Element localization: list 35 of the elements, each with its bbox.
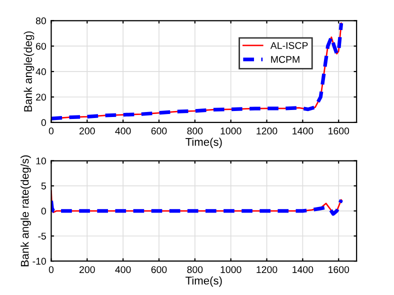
y-tick-label: 40 <box>36 68 46 76</box>
y-tick-label: 80 <box>36 17 46 24</box>
y-tick-label: 5 <box>41 182 46 190</box>
x-tick-label: 200 <box>80 266 95 274</box>
x-tick-label: 200 <box>80 128 95 134</box>
y-tick-label: 60 <box>36 42 46 50</box>
y-tick-label: 10 <box>36 158 46 164</box>
legend-label: AL-ISCP <box>270 42 308 49</box>
x-tick-label: 400 <box>115 266 131 274</box>
x-tick-label: 1200 <box>256 128 278 134</box>
y-tick-label: 20 <box>36 94 46 101</box>
x-tick-label: 1000 <box>220 128 242 134</box>
x-tick-label: 1400 <box>292 128 314 134</box>
x-tick-label: 0 <box>48 266 54 274</box>
x-tick-label: 800 <box>187 266 203 274</box>
y-tick-label: 0 <box>41 119 46 126</box>
x-tick-label: 1600 <box>328 266 350 274</box>
x-axis-title: Time(s) <box>186 138 222 148</box>
x-tick-label: 1400 <box>292 266 314 274</box>
x-tick-label: 400 <box>115 128 131 134</box>
x-tick-label: 1600 <box>328 128 350 134</box>
y-tick-label: 0 <box>41 208 46 215</box>
x-axis-title: Time(s) <box>186 276 222 287</box>
y-axis-title: Bank angle rate(deg/s) <box>20 155 31 266</box>
x-tick-label: 0 <box>48 128 54 134</box>
y-tick-label: -5 <box>38 232 46 240</box>
x-tick-label: 1200 <box>256 266 278 274</box>
y-tick-label: -10 <box>32 258 46 265</box>
x-tick-label: 600 <box>151 266 167 274</box>
x-tick-label: 600 <box>151 128 167 134</box>
x-tick-label: 800 <box>187 128 203 134</box>
x-tick-label: 1000 <box>220 266 242 274</box>
line-series <box>51 198 344 216</box>
legend-label: MCPM <box>271 56 300 63</box>
y-axis-title: Bank angle(deg) <box>24 31 34 112</box>
